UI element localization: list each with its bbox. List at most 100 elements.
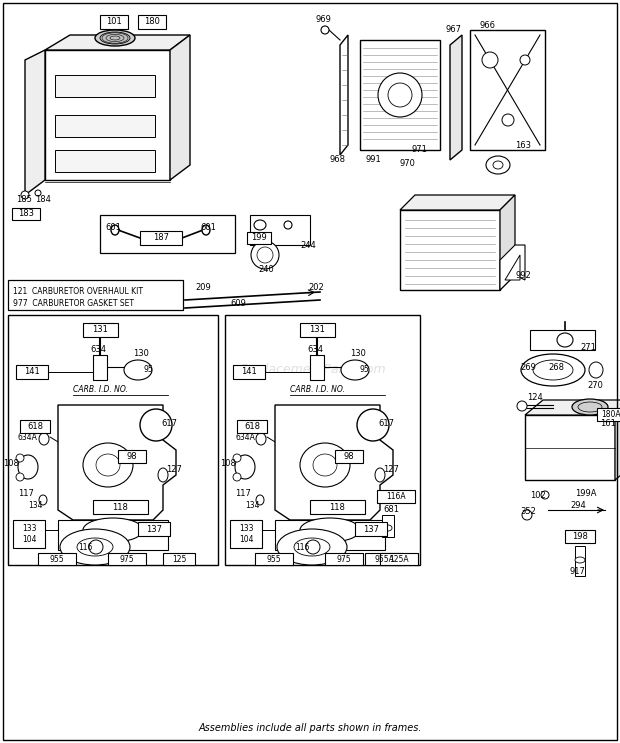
Bar	[93, 500, 148, 514]
Ellipse shape	[321, 26, 329, 34]
Text: 617: 617	[378, 418, 394, 427]
Ellipse shape	[96, 454, 120, 476]
Bar	[250, 215, 310, 245]
Text: 124: 124	[527, 394, 542, 403]
Bar	[108, 553, 146, 565]
Text: 202: 202	[308, 284, 324, 293]
Bar	[13, 520, 45, 548]
Text: eReplacementParts.com: eReplacementParts.com	[234, 363, 386, 377]
Ellipse shape	[89, 540, 103, 554]
Ellipse shape	[83, 518, 143, 542]
Text: 966: 966	[480, 21, 496, 30]
Bar	[335, 450, 363, 463]
Ellipse shape	[95, 30, 135, 46]
Bar	[8, 280, 183, 310]
Text: 294: 294	[570, 502, 586, 510]
Text: 118: 118	[330, 502, 345, 511]
Text: 127: 127	[383, 466, 399, 475]
Text: 617: 617	[161, 418, 177, 427]
Ellipse shape	[306, 540, 320, 554]
Ellipse shape	[300, 518, 360, 542]
Text: 352: 352	[520, 507, 536, 516]
Text: CARB. I.D. NO.: CARB. I.D. NO.	[290, 386, 345, 395]
Text: 618: 618	[27, 422, 43, 431]
Bar	[575, 546, 585, 576]
Ellipse shape	[18, 455, 38, 479]
Bar	[382, 515, 394, 537]
Bar	[58, 520, 168, 550]
Bar	[140, 231, 182, 245]
Polygon shape	[615, 400, 620, 480]
Ellipse shape	[39, 433, 49, 445]
Bar	[12, 208, 40, 220]
Bar	[100, 15, 128, 29]
Bar	[380, 553, 418, 565]
Text: 137: 137	[363, 525, 379, 533]
Text: 199: 199	[251, 233, 267, 242]
Polygon shape	[45, 35, 190, 50]
Ellipse shape	[124, 360, 152, 380]
Ellipse shape	[257, 247, 273, 263]
Polygon shape	[45, 50, 170, 180]
Ellipse shape	[16, 454, 24, 462]
Bar	[360, 40, 440, 150]
Bar	[55, 150, 155, 172]
Text: 269: 269	[520, 363, 536, 372]
Ellipse shape	[77, 538, 113, 556]
Text: 955A: 955A	[374, 554, 394, 563]
Ellipse shape	[111, 225, 119, 235]
Text: 101: 101	[106, 18, 122, 27]
Ellipse shape	[21, 191, 29, 199]
Text: 131: 131	[92, 325, 108, 334]
Text: 117: 117	[18, 488, 34, 498]
Text: 270: 270	[587, 380, 603, 389]
Ellipse shape	[375, 468, 385, 482]
Text: 161: 161	[600, 420, 616, 429]
Text: 991: 991	[365, 155, 381, 164]
Polygon shape	[505, 255, 520, 280]
Ellipse shape	[522, 510, 532, 520]
Bar	[565, 530, 595, 543]
Ellipse shape	[357, 409, 389, 441]
Ellipse shape	[294, 538, 330, 556]
Ellipse shape	[83, 443, 133, 487]
Ellipse shape	[482, 52, 498, 68]
Text: 183: 183	[18, 210, 34, 218]
Ellipse shape	[277, 529, 347, 565]
Bar	[325, 553, 363, 565]
Ellipse shape	[233, 454, 241, 462]
Ellipse shape	[557, 333, 573, 347]
Text: 133
104: 133 104	[239, 525, 253, 544]
Text: 118: 118	[113, 502, 128, 511]
Ellipse shape	[575, 557, 585, 563]
Text: 634: 634	[307, 345, 323, 354]
Ellipse shape	[572, 399, 608, 415]
Text: 98: 98	[343, 452, 354, 461]
Bar	[300, 323, 335, 337]
Text: 977  CARBURETOR GASKET SET: 977 CARBURETOR GASKET SET	[13, 299, 134, 308]
Text: 975: 975	[120, 554, 135, 563]
Bar	[20, 420, 50, 433]
Ellipse shape	[533, 360, 573, 380]
Text: 102: 102	[530, 490, 546, 499]
Text: 199A: 199A	[575, 488, 596, 498]
Text: 116A: 116A	[386, 492, 406, 501]
Text: 618: 618	[244, 422, 260, 431]
Bar	[225, 315, 420, 565]
Bar	[275, 520, 385, 550]
Text: 601: 601	[105, 222, 121, 232]
Bar	[163, 553, 195, 565]
Bar	[16, 365, 48, 379]
Ellipse shape	[235, 455, 255, 479]
Bar	[93, 355, 107, 380]
Bar	[470, 30, 545, 150]
Bar	[597, 408, 620, 421]
Text: 134: 134	[28, 501, 43, 510]
Ellipse shape	[517, 401, 527, 411]
Text: 95: 95	[360, 366, 370, 374]
Ellipse shape	[300, 443, 350, 487]
Polygon shape	[400, 195, 515, 210]
Text: 141: 141	[24, 368, 40, 377]
Text: 970: 970	[400, 158, 416, 167]
Bar	[400, 210, 500, 290]
